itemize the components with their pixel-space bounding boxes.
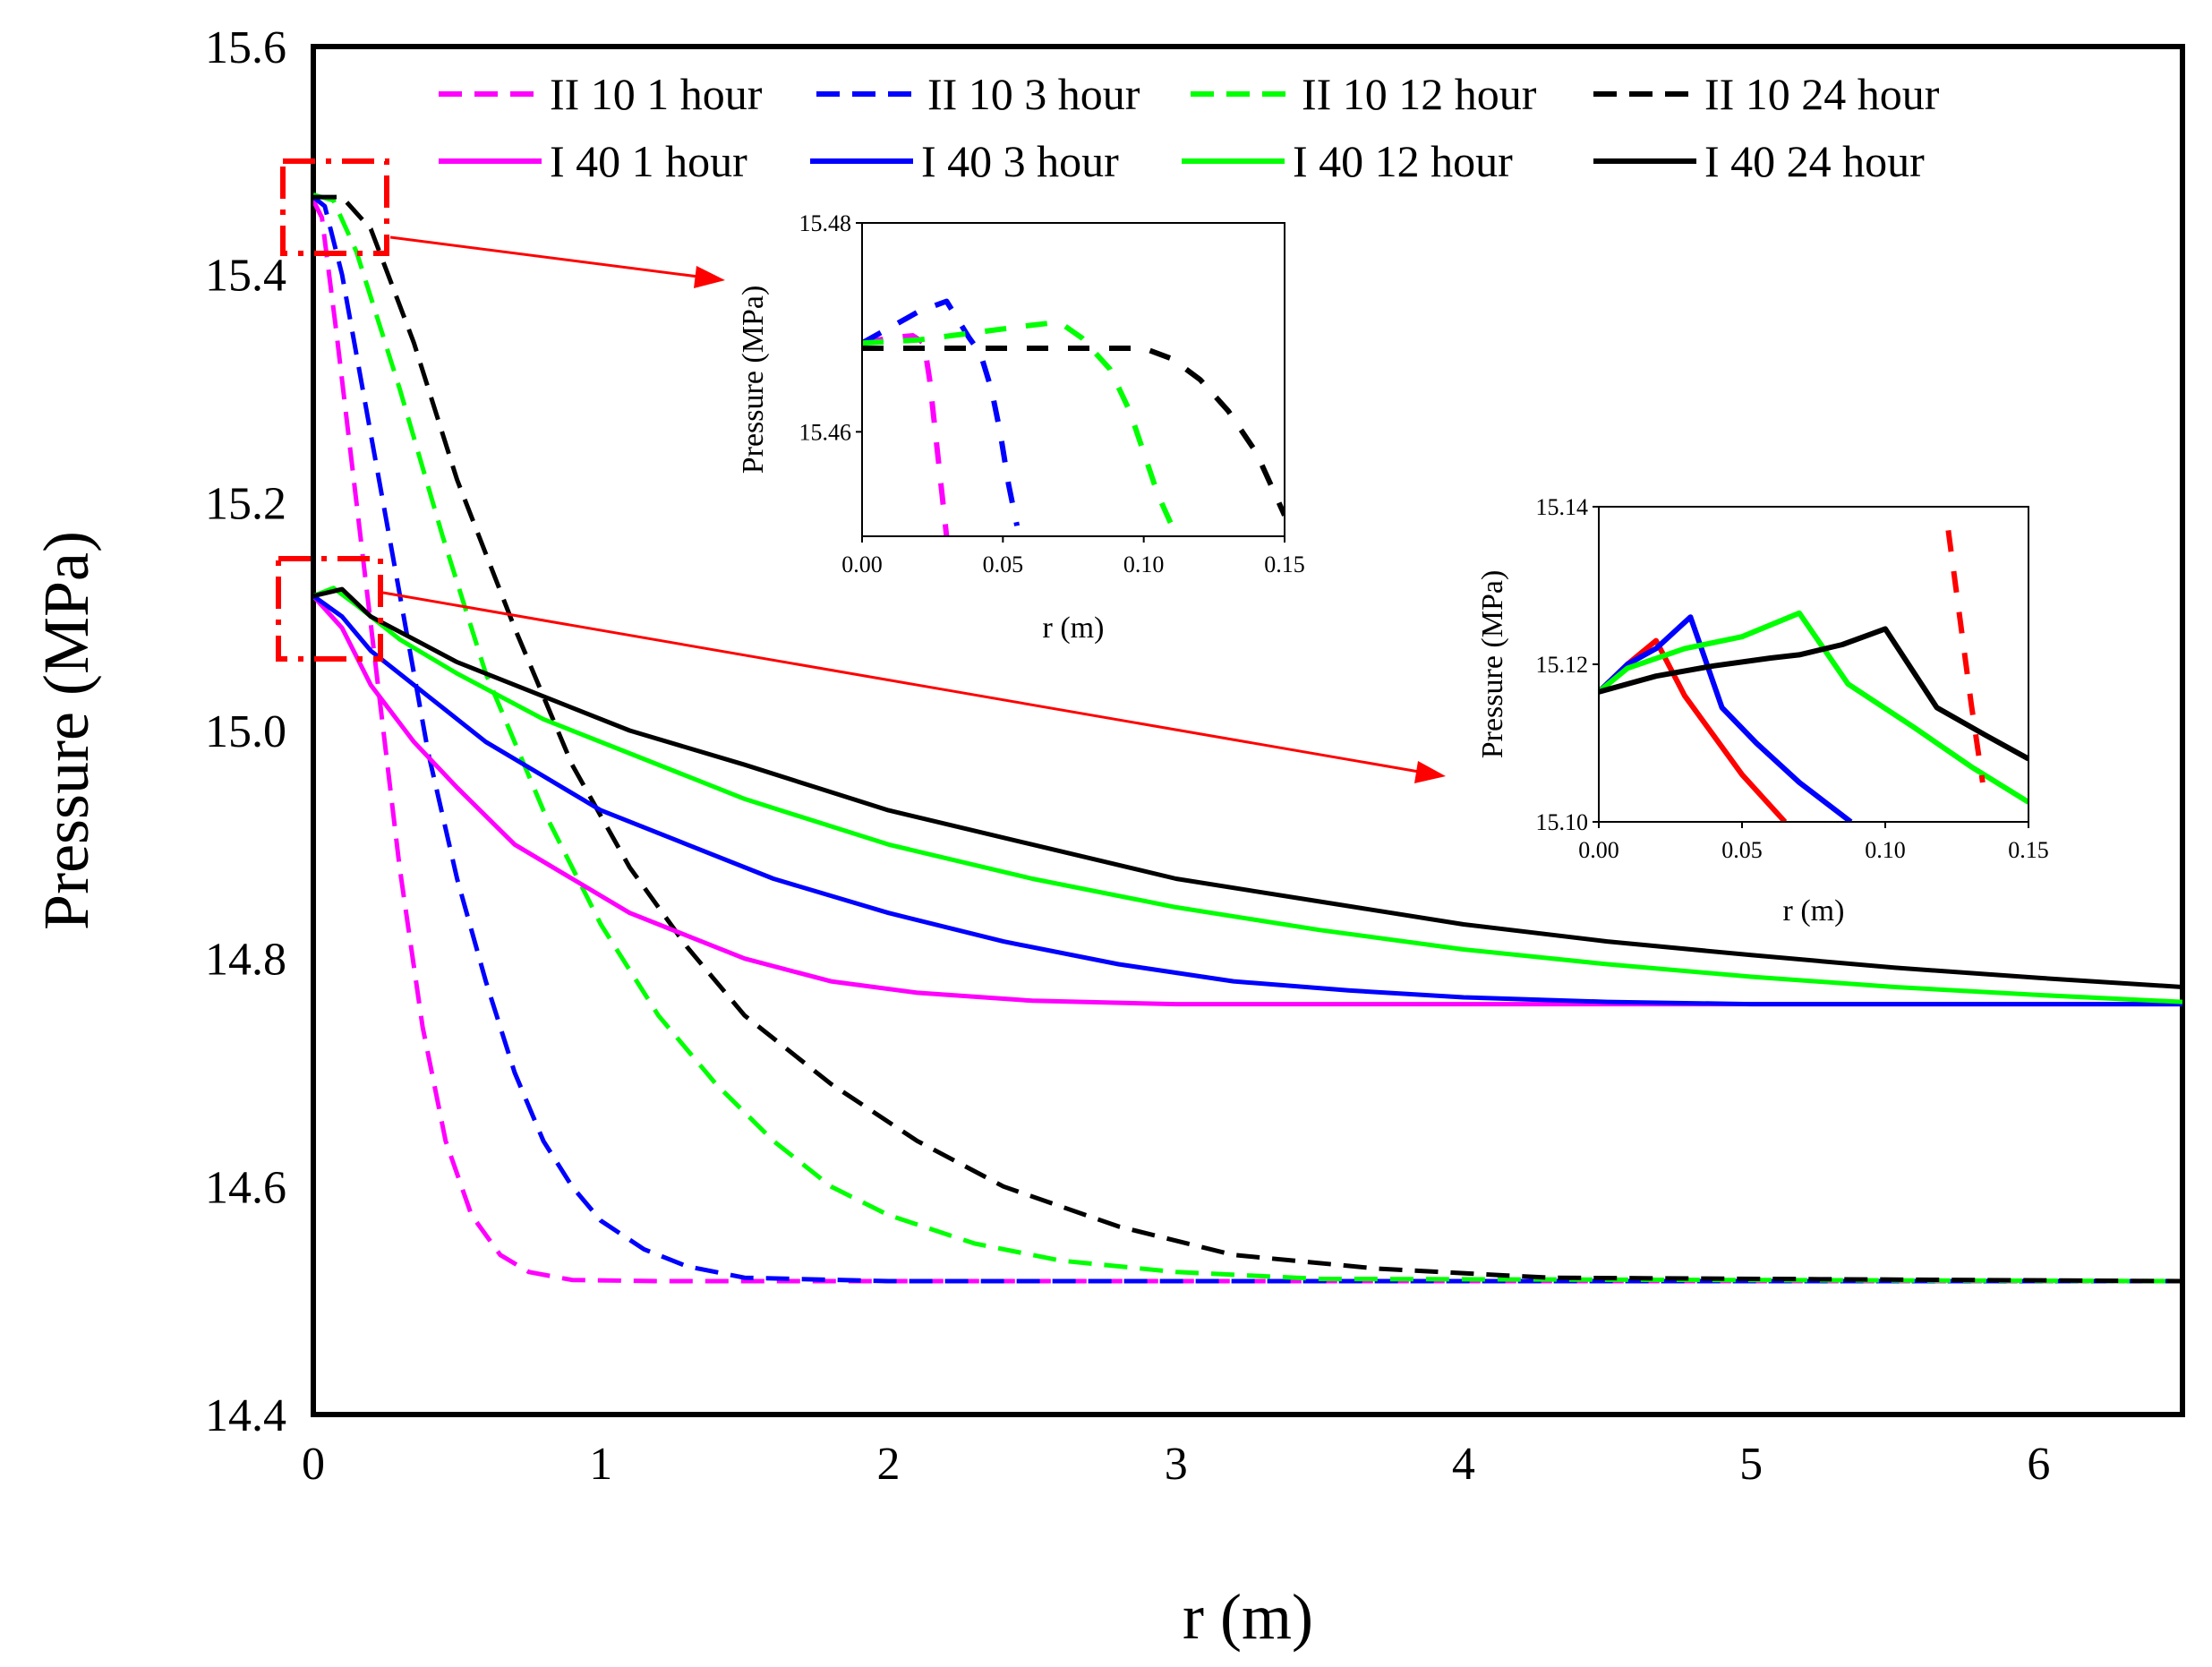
inset-top-series-ii-10-3-hour: [862, 298, 1021, 526]
main-series-ii-10-24-hour: [313, 194, 2182, 1284]
main-y-tick-label: 14.6: [205, 1162, 286, 1213]
inset-bottom-x-tick-label: 0.05: [1721, 837, 1763, 863]
main-x-tick-label: 2: [876, 1439, 900, 1490]
inset-bottom-y-tick-label: 15.10: [1536, 809, 1589, 835]
main-x-tick-label: 4: [1452, 1439, 1475, 1490]
inset-bottom-x-tick-label: 0.00: [1578, 837, 1619, 863]
inset-bottom-x-axis-label: r (m): [1783, 894, 1845, 928]
main-series-ii-10-1-hour: [313, 199, 2182, 1284]
legend: II 10 1 hour II 10 3 hour II 10 12 hour …: [439, 69, 1940, 186]
inset-top-ticks-group: 0.00 0.05 0.10 0.15 15.46 15.48: [799, 210, 1305, 577]
inset-bottom-series-12-hour: [1599, 610, 2028, 805]
zoom-box-bottom: [276, 556, 383, 662]
inset-top-series-group: [862, 298, 1285, 536]
legend-label-i40-3h: I 40 3 hour: [921, 136, 1119, 186]
main-x-tick-label: 6: [2027, 1439, 2050, 1490]
inset-top-series-ii-10-12-hour: [862, 319, 1174, 527]
main-y-tick-label: 15.6: [205, 22, 286, 73]
inset-top-y-axis-label: Pressure (MPa): [737, 286, 770, 474]
main-ticks-group: 0 1 2 3 4 5 6 14.4 14.6 14.8 15.0 15.2 15.4 15.6: [205, 22, 2050, 1490]
main-series-ii-10-12-hour: [313, 192, 2182, 1284]
main-series-i-40-12-hour: [313, 586, 2182, 1004]
legend-label-ii10-1h: II 10 1 hour: [550, 69, 763, 119]
inset-top-background: [862, 223, 1285, 536]
zoom-arrow-top-head: [694, 266, 725, 288]
inset-bottom-series-group: [1599, 530, 2028, 822]
main-x-tick-label: 1: [589, 1439, 612, 1490]
legend-label-ii10-12h: II 10 12 hour: [1302, 69, 1537, 119]
main-series-i-40-3-hour: [313, 594, 2182, 1007]
main-y-axis-label: Pressure (MPa): [30, 531, 102, 930]
main-y-tick-label: 14.4: [205, 1390, 286, 1441]
zoom-arrow-top-line: [389, 235, 699, 278]
inset-top-frame: [861, 222, 1285, 537]
main-series-group: [313, 192, 2182, 1284]
inset-bottom-y-tick-label: 15.14: [1536, 494, 1589, 520]
inset-bottom-x-tick-label: 0.15: [2008, 837, 2049, 863]
main-x-axis-label: r (m): [1183, 1581, 1313, 1653]
legend-label-ii10-24h: II 10 24 hour: [1704, 69, 1940, 119]
main-series-ii-10-3-hour: [313, 195, 2182, 1284]
zoom-arrow-bottom-line: [382, 591, 1420, 774]
inset-top-y-tick-label: 15.46: [799, 419, 852, 445]
main-y-tick-label: 15.2: [205, 478, 286, 529]
inset-top-x-tick-label: 0.10: [1123, 551, 1165, 577]
inset-top-y-tick-label: 15.48: [799, 210, 852, 236]
inset-bottom-ticks-group: 0.00 0.05 0.10 0.15 15.10 15.12 15.14: [1536, 494, 2049, 863]
legend-label-i40-12h: I 40 12 hour: [1293, 136, 1513, 186]
legend-label-i40-1h: I 40 1 hour: [550, 136, 747, 186]
inset-bottom-y-tick-label: 15.12: [1536, 652, 1589, 678]
inset-bottom-y-axis-label: Pressure (MPa): [1476, 570, 1509, 759]
main-y-tick-label: 15.4: [205, 251, 286, 302]
main-plot-frame: [311, 44, 2185, 1417]
main-y-tick-label: 14.8: [205, 935, 286, 986]
legend-label-i40-24h: I 40 24 hour: [1704, 136, 1925, 186]
inset-top-x-tick-label: 0.15: [1264, 551, 1305, 577]
zoom-arrow-bottom-head: [1414, 761, 1446, 783]
legend-label-ii10-3h: II 10 3 hour: [927, 69, 1140, 119]
main-series-i-40-24-hour: [313, 586, 2182, 989]
inset-bottom-series-dashed: [1945, 530, 1986, 783]
inset-bottom-series-24-hour: [1599, 626, 2028, 762]
main-x-tick-label: 5: [1739, 1439, 1763, 1490]
zoom-box-top: [280, 158, 389, 256]
inset-top-x-tick-label: 0.00: [841, 551, 883, 577]
inset-top-series-ii-10-1-hour: [862, 333, 950, 536]
inset-bottom-x-tick-label: 0.10: [1865, 837, 1906, 863]
inset-top-series-ii-10-24-hour: [862, 346, 1285, 517]
main-series-i-40-1-hour: [313, 594, 2182, 1007]
inset-top-x-axis-label: r (m): [1043, 611, 1105, 645]
main-x-tick-label: 3: [1165, 1439, 1188, 1490]
main-y-tick-label: 15.0: [205, 706, 286, 757]
inset-bottom-series-3-hour: [1599, 614, 1853, 822]
inset-top-x-tick-label: 0.05: [983, 551, 1024, 577]
main-x-tick-label: 0: [302, 1439, 325, 1490]
